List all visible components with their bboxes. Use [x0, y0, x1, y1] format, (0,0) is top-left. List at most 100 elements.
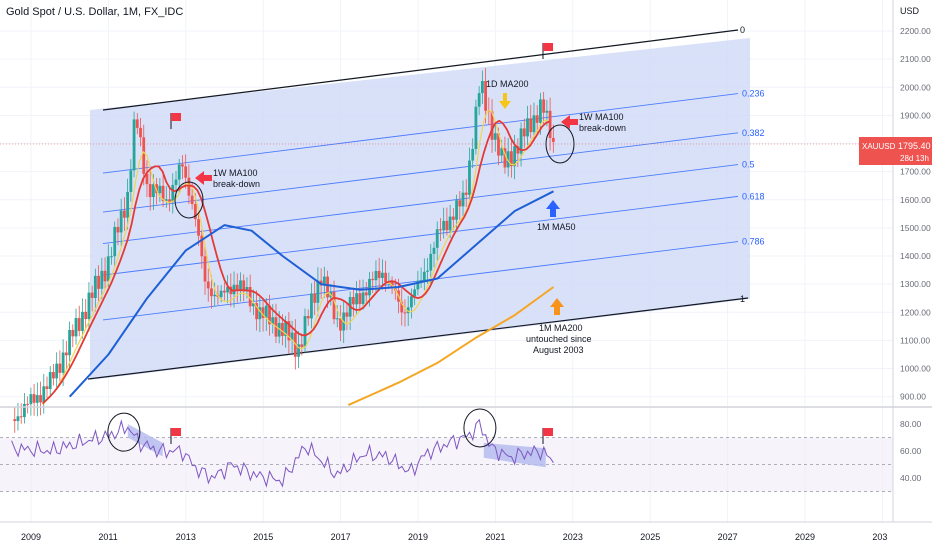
candle-body	[551, 137, 555, 142]
highlight-circle	[463, 408, 497, 448]
candle-body	[45, 386, 49, 389]
candle-body	[503, 148, 507, 168]
candle-body	[106, 256, 110, 282]
candle-body	[239, 280, 242, 290]
candle-body	[300, 344, 304, 347]
fib-level-label: 0.5	[742, 160, 755, 170]
candle-body	[310, 293, 313, 319]
time-tick-label: 203	[872, 532, 887, 542]
time-tick-label: 2023	[563, 532, 583, 542]
candle-body	[355, 293, 358, 305]
candle-body	[384, 272, 388, 283]
candle-body	[35, 395, 39, 403]
price-tick-label: 2200.00	[900, 26, 931, 36]
candle-body	[268, 305, 271, 325]
countdown-value: 28d 13h	[900, 154, 929, 163]
arrow-icon	[550, 298, 564, 315]
candle-body	[97, 275, 100, 289]
candle-body	[464, 192, 468, 195]
candle-body	[32, 394, 36, 403]
candle-body	[509, 151, 513, 167]
candle-body	[380, 272, 384, 278]
candle-body	[48, 372, 52, 389]
ma200-orange-line	[347, 286, 555, 407]
candle-body	[361, 292, 365, 304]
candle-body	[126, 191, 130, 218]
candle-body	[458, 200, 462, 207]
rsi-tick-label: 40.00	[900, 473, 922, 483]
candle-body	[132, 119, 136, 171]
symbol-badge-label: XAUUSD	[862, 142, 896, 151]
candle-body	[326, 276, 329, 298]
candle-body	[490, 111, 494, 140]
rsi-tick-label: 60.00	[900, 446, 922, 456]
price-tick-label: 2000.00	[900, 82, 931, 92]
candle-body	[413, 289, 417, 297]
candle-body	[135, 119, 139, 128]
candle-body	[403, 312, 407, 314]
candle-body	[119, 210, 123, 233]
candle-body	[532, 115, 536, 133]
candle-body	[545, 110, 549, 113]
candle-body	[184, 166, 188, 178]
candle-body	[93, 275, 97, 299]
candle-body	[368, 278, 371, 296]
channel-bottom-line	[87, 297, 749, 380]
candle-body	[251, 303, 255, 307]
time-tick-label: 2017	[331, 532, 351, 542]
candle-body	[351, 297, 355, 305]
channel-area	[90, 38, 750, 380]
candle-body	[419, 280, 423, 282]
time-tick-label: 2029	[795, 532, 815, 542]
candle-body	[61, 352, 65, 373]
candle-body	[335, 318, 339, 320]
candle-body	[264, 305, 268, 318]
candle-body	[406, 307, 410, 314]
flag-icon	[543, 428, 553, 436]
candle-body	[484, 81, 487, 111]
candle-body	[539, 99, 542, 123]
arrow-icon	[561, 115, 578, 129]
candle-body	[435, 229, 439, 248]
price-tick-label: 1900.00	[900, 110, 931, 120]
candle-body	[84, 311, 88, 320]
candle-body	[513, 146, 517, 167]
candle-body	[416, 280, 420, 290]
candle-body	[232, 284, 236, 295]
rsi-line	[11, 418, 554, 488]
candle-body	[448, 216, 452, 231]
fib-level-label: 0.236	[742, 89, 765, 99]
candle-body	[181, 164, 184, 167]
candle-body	[77, 318, 81, 331]
candle-body	[339, 318, 342, 331]
candle-body	[129, 170, 133, 192]
candle-body	[471, 148, 475, 161]
annotation-ma200-1m: 1M MA200	[539, 323, 583, 333]
candle-body	[242, 280, 246, 292]
candle-body	[410, 296, 413, 308]
candle-body	[345, 312, 349, 317]
candle-body	[90, 292, 94, 299]
time-tick-label: 2021	[485, 532, 505, 542]
time-tick-label: 2015	[253, 532, 273, 542]
candle-body	[519, 128, 523, 154]
candle-body	[284, 321, 288, 336]
time-tick-label: 2013	[176, 532, 196, 542]
candle-body	[13, 419, 17, 422]
candle-body	[439, 229, 442, 231]
price-tick-label: 1700.00	[900, 167, 931, 177]
candle-body	[81, 311, 84, 331]
arrow-icon	[195, 171, 212, 185]
candle-body	[271, 317, 275, 325]
annotation-ma200-1d: 1D MA200	[486, 79, 529, 89]
candle-body	[226, 286, 229, 293]
candle-body	[277, 323, 281, 337]
candle-body	[377, 270, 381, 278]
fib-level-label: 1	[740, 294, 745, 304]
candle-body	[87, 292, 91, 320]
candle-body	[55, 363, 59, 379]
fib-level-label: 0.786	[742, 237, 765, 247]
annotation-ma100-right: 1W MA100	[579, 112, 624, 122]
candle-body	[442, 220, 446, 231]
